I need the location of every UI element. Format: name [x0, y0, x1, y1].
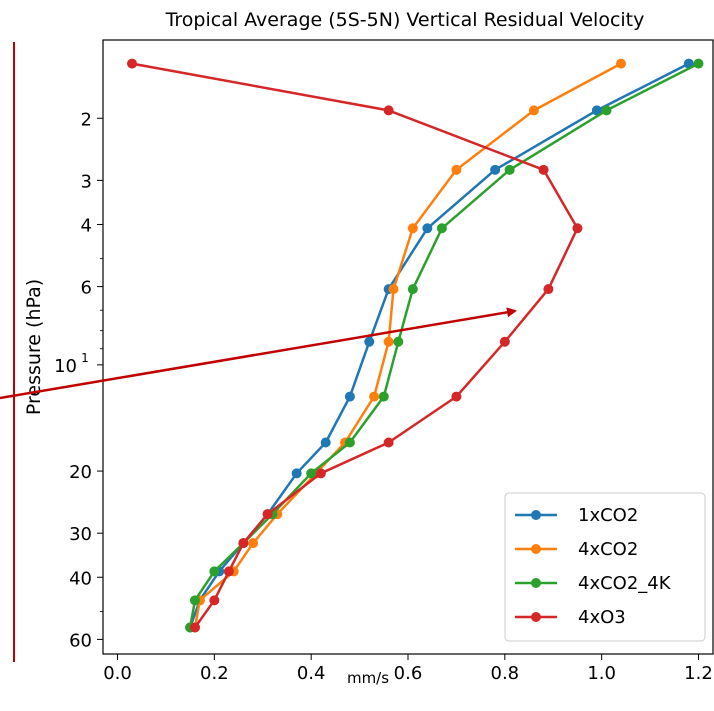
- data-point-4xCO2_4K: [601, 105, 612, 116]
- legend-frame: [504, 492, 706, 642]
- data-point-4xCO2_4K: [209, 566, 220, 577]
- chart-title: Tropical Average (5S-5N) Vertical Residu…: [165, 9, 645, 31]
- data-point-4xCO2: [388, 284, 399, 295]
- data-point-4xO3: [572, 223, 583, 234]
- x-tick-label: 0.8: [491, 663, 520, 684]
- data-point-4xCO2: [248, 538, 259, 549]
- series-line-4xCO2: [193, 62, 622, 628]
- data-point-4xO3: [543, 284, 554, 295]
- x-tick-label: 0.0: [103, 663, 132, 684]
- y-tick-label: 10: [54, 356, 77, 377]
- legend-label-4xCO2: 4xCO2: [578, 539, 638, 560]
- data-point-4xO3: [538, 164, 549, 175]
- data-point-4xCO2_4K: [407, 284, 418, 295]
- legend-label-4xCO2_4K: 4xCO2_4K: [578, 573, 672, 594]
- series-line-4xO3: [131, 62, 579, 629]
- data-point-4xCO2_4K: [693, 58, 704, 69]
- data-point-1xCO2: [344, 391, 355, 402]
- data-point-1xCO2: [291, 468, 302, 479]
- data-point-4xCO2_4K: [436, 223, 447, 234]
- data-point-1xCO2: [591, 105, 602, 116]
- data-point-4xO3: [238, 538, 249, 549]
- x-tick-label: 0.6: [394, 663, 423, 684]
- data-point-4xCO2: [369, 391, 380, 402]
- data-point-4xCO2: [383, 336, 394, 347]
- y-axis: 2 3 4 6 10 1 20 30 40 60: [54, 109, 103, 651]
- data-point-4xO3: [262, 509, 273, 520]
- data-point-4xO3: [499, 336, 510, 347]
- data-point-4xCO2: [451, 164, 462, 175]
- data-point-4xO3: [127, 58, 138, 69]
- data-point-1xCO2: [320, 437, 331, 448]
- y-tick-label: 3: [81, 171, 92, 192]
- data-point-4xO3: [383, 105, 394, 116]
- legend-label-1xCO2: 1xCO2: [578, 505, 638, 526]
- y-tick-label: 60: [69, 630, 92, 651]
- series-line-1xCO2: [188, 62, 690, 628]
- data-point-4xO3: [209, 595, 220, 606]
- x-tick-label: 0.2: [200, 663, 229, 684]
- y-tick-label-exponent: 1: [81, 351, 89, 365]
- x-tick-label: 1.0: [587, 663, 616, 684]
- data-point-4xCO2_4K: [378, 391, 389, 402]
- y-axis-label: Pressure (hPa): [23, 279, 45, 415]
- data-point-4xCO2_4K: [393, 336, 404, 347]
- data-point-4xCO2_4K: [344, 437, 355, 448]
- y-tick-label: 6: [81, 278, 92, 299]
- data-point-4xCO2: [528, 105, 539, 116]
- data-point-4xO3: [383, 437, 394, 448]
- x-axis-label: mm/s: [347, 669, 389, 687]
- y-tick-label: 30: [69, 524, 92, 545]
- data-point-4xCO2: [407, 223, 418, 234]
- series-line-4xCO2_4K: [188, 62, 700, 628]
- x-axis: 0.0 0.2 0.4 0.6 0.8 1.0 1.2: [103, 654, 713, 684]
- data-point-4xCO2_4K: [189, 595, 200, 606]
- data-point-4xO3: [315, 468, 326, 479]
- y-tick-label: 20: [69, 462, 92, 483]
- data-point-1xCO2: [364, 336, 375, 347]
- y-tick-label: 4: [81, 215, 92, 236]
- plot-marks: [127, 58, 704, 633]
- data-point-4xO3: [451, 391, 462, 402]
- legend-marker-4xO3: [531, 612, 541, 622]
- data-point-4xO3: [223, 566, 234, 577]
- y-tick-label: 40: [69, 568, 92, 589]
- legend-label-4xO3: 4xO3: [578, 607, 626, 628]
- legend: 1xCO2 4xCO2 4xCO2_4K 4xO3: [504, 492, 706, 642]
- data-point-1xCO2: [490, 164, 501, 175]
- annotation-arrow: [0, 307, 517, 400]
- y-tick-label: 2: [81, 109, 92, 130]
- data-point-1xCO2: [422, 223, 433, 234]
- data-point-4xCO2_4K: [504, 164, 515, 175]
- legend-marker-4xCO2: [531, 544, 541, 554]
- data-point-4xO3: [189, 622, 200, 633]
- legend-marker-1xCO2: [531, 510, 541, 520]
- x-tick-label: 0.4: [297, 663, 326, 684]
- x-tick-label: 1.2: [684, 663, 713, 684]
- legend-marker-4xCO2_4K: [531, 578, 541, 588]
- data-point-4xCO2: [616, 58, 627, 69]
- data-point-4xCO2_4K: [306, 468, 317, 479]
